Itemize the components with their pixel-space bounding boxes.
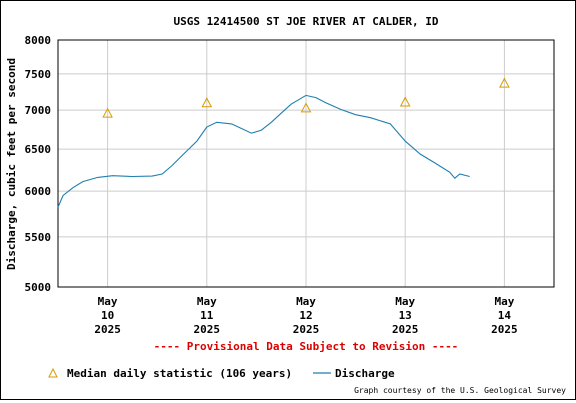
discharge-series-line: [57, 94, 470, 208]
x-tick-label: May 12 2025: [293, 295, 320, 336]
x-axis-ticks: May 10 2025 May 11 2025 May 12 2025 May 13 2025 May 1…: [94, 295, 517, 336]
median-triangle-marker: [300, 102, 312, 113]
usgs-credit: Graph courtesy of the U.S. Geological Su…: [354, 386, 566, 395]
median-triangle-marker: [499, 77, 510, 88]
median-triangle-marker: [399, 96, 411, 107]
y-tick-label: 6500: [25, 143, 52, 156]
y-axis-label: Discharge, cubic feet per second: [5, 58, 18, 270]
grid-lines: [58, 39, 554, 288]
legend-median-triangle-icon: [48, 367, 58, 378]
provisional-data-notice: ---- Provisional Data Subject to Revisio…: [154, 340, 459, 353]
x-tick-label: May 13 2025: [392, 295, 419, 336]
median-markers: [102, 77, 510, 118]
median-triangle-marker: [102, 107, 113, 118]
y-axis-ticks: 5000 5500 6000 6500 7000 7500 8000: [25, 34, 52, 294]
y-tick-label: 7000: [25, 104, 52, 117]
y-tick-label: 5500: [25, 231, 52, 244]
x-tick-label: May 11 2025: [194, 295, 221, 336]
legend: Median daily statistic (106 years) Disch…: [48, 367, 395, 380]
y-tick-label: 5000: [25, 281, 52, 294]
chart-title: USGS 12414500 ST JOE RIVER AT CALDER, ID: [174, 15, 439, 28]
median-triangle-marker: [201, 97, 213, 108]
x-tick-label: May 14 2025: [491, 295, 518, 336]
plot-area-border: [57, 39, 555, 288]
legend-discharge-label: Discharge: [335, 367, 395, 380]
y-tick-label: 7500: [25, 68, 52, 81]
y-tick-label: 8000: [25, 34, 52, 47]
x-tick-label: May 10 2025: [94, 295, 121, 336]
legend-median-label: Median daily statistic (106 years): [67, 367, 292, 380]
y-tick-label: 6000: [25, 185, 52, 198]
